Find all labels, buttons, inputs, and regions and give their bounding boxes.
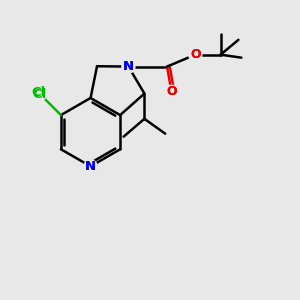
Text: O: O — [190, 48, 201, 61]
Text: N: N — [123, 60, 134, 73]
Text: O: O — [166, 85, 177, 98]
Text: N: N — [85, 160, 96, 173]
Circle shape — [122, 60, 135, 73]
Text: O: O — [166, 85, 177, 98]
Circle shape — [189, 48, 202, 61]
Circle shape — [84, 160, 97, 173]
Text: O: O — [190, 48, 201, 61]
Text: Cl: Cl — [33, 88, 47, 100]
Text: Cl: Cl — [31, 86, 46, 99]
Text: N: N — [123, 60, 134, 73]
Text: N: N — [85, 160, 96, 173]
Circle shape — [33, 88, 46, 100]
Circle shape — [165, 85, 178, 98]
